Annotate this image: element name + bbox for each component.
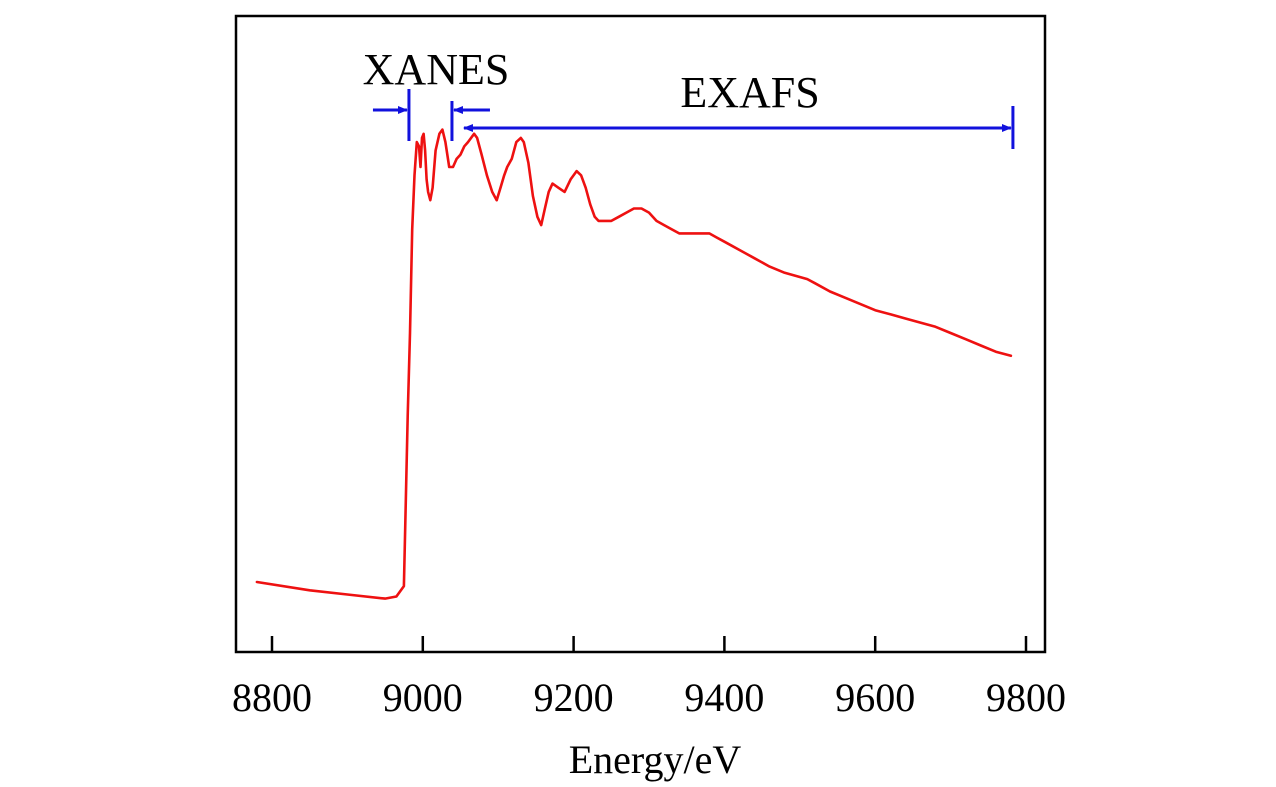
series-lines bbox=[255, 128, 1013, 600]
x-axis-ticks: 8800 9000 9200 9400 9600 9800 bbox=[232, 636, 1066, 720]
spectrum-line bbox=[255, 128, 1013, 600]
x-tick-label: 9800 bbox=[986, 675, 1066, 720]
plot-frame bbox=[234, 14, 1047, 654]
x-axis-title: Energy/eV bbox=[569, 737, 742, 782]
x-tick-label: 9400 bbox=[684, 675, 764, 720]
x-tick-label: 9200 bbox=[534, 675, 614, 720]
x-tick-label: 9000 bbox=[383, 675, 463, 720]
x-tick-label: 9600 bbox=[835, 675, 915, 720]
region-annotations: XANES EXAFS bbox=[363, 45, 1015, 149]
exafs-label: EXAFS bbox=[680, 68, 819, 117]
x-tick-label: 8800 bbox=[232, 675, 312, 720]
xanes-label: XANES bbox=[363, 45, 510, 94]
